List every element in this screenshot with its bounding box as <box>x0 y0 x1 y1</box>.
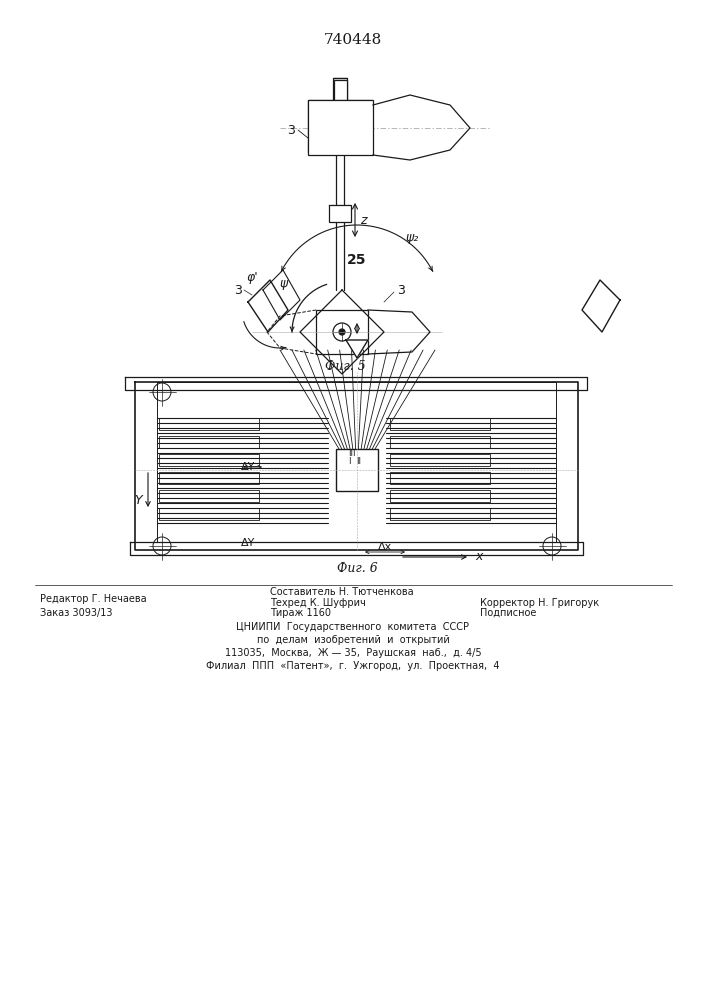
Circle shape <box>339 329 345 335</box>
Bar <box>159 436 259 448</box>
Bar <box>159 508 259 520</box>
Text: x: x <box>475 550 482 564</box>
Bar <box>329 205 351 222</box>
Text: 25: 25 <box>347 253 367 267</box>
Text: ψ₂: ψ₂ <box>405 232 419 244</box>
Bar <box>308 100 373 155</box>
Bar <box>390 508 490 520</box>
Text: ЦНИИПИ  Государственного  комитета  СССР: ЦНИИПИ Государственного комитета СССР <box>237 622 469 632</box>
Text: I: I <box>348 458 350 466</box>
Bar <box>316 310 368 354</box>
Polygon shape <box>346 340 368 358</box>
Bar <box>333 78 347 100</box>
Text: Корректор Н. Григорук: Корректор Н. Григорук <box>480 598 599 608</box>
Text: Заказ 3093/13: Заказ 3093/13 <box>40 608 112 618</box>
Text: III: III <box>349 450 356 458</box>
Text: φ': φ' <box>246 271 258 284</box>
Text: Δx: Δx <box>378 542 392 552</box>
Bar <box>159 472 259 484</box>
Text: Составитель Н. Тютченкова: Составитель Н. Тютченкова <box>270 587 414 597</box>
Text: 113035,  Москва,  Ж — 35,  Раушская  наб.,  д. 4/5: 113035, Москва, Ж — 35, Раушская наб., д… <box>225 648 481 658</box>
Text: 3: 3 <box>234 284 242 296</box>
Bar <box>390 490 490 502</box>
Bar <box>390 436 490 448</box>
Bar <box>159 490 259 502</box>
Text: Фиг. 6: Фиг. 6 <box>337 562 378 574</box>
Text: Редактор Г. Нечаева: Редактор Г. Нечаева <box>40 594 146 604</box>
Text: Подписное: Подписное <box>480 608 537 618</box>
Text: Фиг. 5: Фиг. 5 <box>325 360 366 372</box>
Text: Филиал  ППП  «Патент»,  г.  Ужгород,  ул.  Проектная,  4: Филиал ППП «Патент», г. Ужгород, ул. Про… <box>206 661 500 671</box>
Bar <box>390 472 490 484</box>
Text: ΔY: ΔY <box>241 538 255 548</box>
Text: 3: 3 <box>287 123 295 136</box>
Bar <box>336 449 378 491</box>
Text: ΔY: ΔY <box>241 462 255 472</box>
Text: II: II <box>356 458 361 466</box>
Text: Техред К. Шуфрич: Техред К. Шуфрич <box>270 598 366 608</box>
Bar <box>390 454 490 466</box>
Bar <box>308 100 372 152</box>
Bar <box>159 454 259 466</box>
Text: 3: 3 <box>397 284 405 296</box>
Text: по  делам  изобретений  и  открытий: по делам изобретений и открытий <box>257 635 450 645</box>
Text: z: z <box>360 214 366 227</box>
Text: Y: Y <box>134 493 142 506</box>
Bar <box>159 418 259 430</box>
Text: Тираж 1160: Тираж 1160 <box>270 608 331 618</box>
Bar <box>334 80 347 100</box>
Bar <box>157 382 556 542</box>
Text: ψ: ψ <box>280 277 288 290</box>
Bar <box>390 418 490 430</box>
Text: 740448: 740448 <box>324 33 382 47</box>
